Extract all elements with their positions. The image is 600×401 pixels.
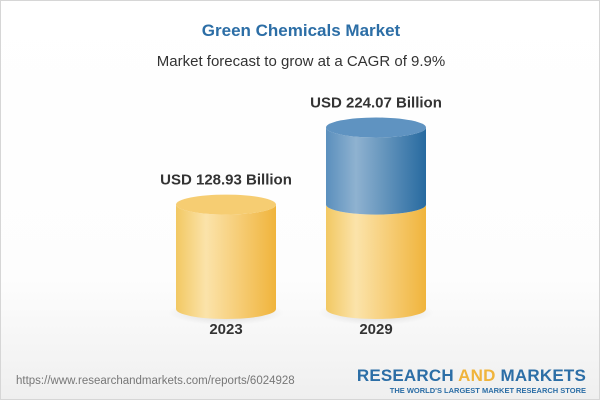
cylinder-base-segment bbox=[176, 204, 276, 319]
cylinder-base-segment bbox=[326, 204, 426, 319]
data-label: USD 224.07 Billion bbox=[310, 95, 442, 112]
category-label: 2023 bbox=[209, 321, 242, 338]
logo-word-markets: MARKETS bbox=[500, 366, 586, 385]
research-and-markets-logo: RESEARCH AND MARKETS THE WORLD'S LARGEST… bbox=[357, 367, 586, 395]
cylinder-growth-segment bbox=[326, 127, 426, 215]
source-url[interactable]: https://www.researchandmarkets.com/repor… bbox=[16, 375, 295, 387]
logo-word-research: RESEARCH bbox=[356, 366, 454, 385]
cylinder-top bbox=[326, 117, 426, 138]
chart-subtitle: Market forecast to grow at a CAGR of 9.9… bbox=[156, 53, 446, 70]
cylinder-top bbox=[176, 194, 276, 215]
logo-tagline: THE WORLD'S LARGEST MARKET RESEARCH STOR… bbox=[389, 386, 586, 395]
chart-title: Green Chemicals Market bbox=[201, 21, 401, 40]
logo-word-and: AND bbox=[458, 366, 496, 385]
category-label: 2029 bbox=[359, 321, 392, 338]
data-label: USD 128.93 Billion bbox=[160, 172, 292, 189]
